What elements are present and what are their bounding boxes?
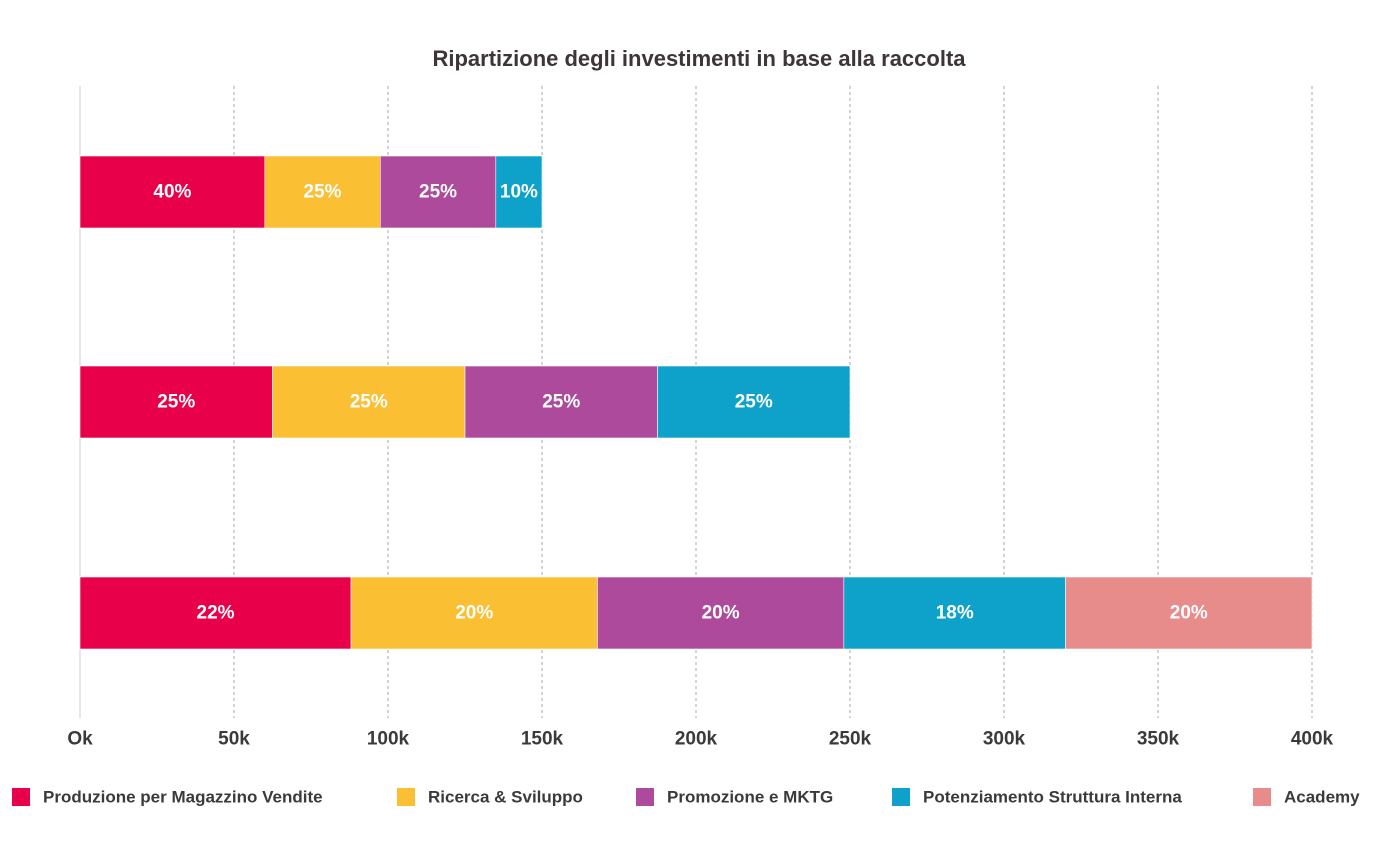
legend-label: Potenziamento Struttura Interna: [923, 788, 1182, 807]
legend-label: Academy: [1284, 788, 1360, 807]
segment-label: 25%: [542, 392, 580, 413]
segment-label: 25%: [735, 392, 773, 413]
bar-segment: [350, 576, 598, 650]
x-tick-label: 200k: [675, 729, 718, 750]
segment-label: 18%: [936, 603, 974, 624]
legend-label: Produzione per Magazzino Vendite: [43, 788, 323, 807]
x-tick-label: 300k: [983, 729, 1026, 750]
legend-item: Ricerca & Sviluppo: [397, 788, 583, 807]
segment-label: 20%: [702, 603, 740, 624]
legend-swatch: [397, 788, 415, 806]
bar-segment: [495, 155, 543, 229]
bar-segment: [597, 576, 845, 650]
bar-group: 22% 20% 20% 18% 20%: [79, 576, 1313, 650]
legend-label: Promozione e MKTG: [667, 788, 833, 807]
x-tick-label: 350k: [1137, 729, 1180, 750]
segment-label: 25%: [157, 392, 195, 413]
x-tick-label: 150k: [521, 729, 564, 750]
legend-swatch: [12, 788, 30, 806]
legend-item: Potenziamento Struttura Interna: [892, 788, 1182, 807]
bars: 40% 25% 25% 10% 25% 25% 25% 25% 22% 20% 20% 18% 20%: [79, 155, 1313, 650]
x-tick-label: 100k: [367, 729, 410, 750]
segment-label: 20%: [455, 603, 493, 624]
segment-label: 25%: [304, 182, 342, 203]
legend-label: Ricerca & Sviluppo: [428, 788, 583, 807]
legend-item: Academy: [1253, 788, 1360, 807]
legend-swatch: [892, 788, 910, 806]
x-axis-tick-labels: Ok 50k 100k 150k 200k 250k 300k 350k 400k: [67, 729, 1333, 750]
x-tick-label: 250k: [829, 729, 872, 750]
bar-segment: [657, 365, 851, 439]
legend-item: Produzione per Magazzino Vendite: [12, 788, 323, 807]
chart-title: Ripartizione degli investimenti in base …: [432, 46, 966, 71]
segment-label: 40%: [153, 182, 191, 203]
legend: Produzione per Magazzino Vendite Ricerca …: [12, 788, 1360, 807]
bar-segment: [379, 155, 497, 229]
bar-segment: [79, 576, 352, 650]
x-tick-label: 400k: [1291, 729, 1334, 750]
legend-swatch: [636, 788, 654, 806]
bar-group: 25% 25% 25% 25%: [79, 365, 851, 439]
x-tick-label: 50k: [218, 729, 250, 750]
legend-item: Promozione e MKTG: [636, 788, 833, 807]
bar-segment: [1065, 576, 1313, 650]
segment-label: 20%: [1170, 603, 1208, 624]
segment-label: 25%: [350, 392, 388, 413]
bar-segment: [264, 155, 381, 229]
bar-group: 40% 25% 25% 10%: [79, 155, 543, 229]
bar-segment: [272, 365, 466, 439]
legend-swatch: [1253, 788, 1271, 806]
bar-segment: [79, 155, 266, 229]
bar-segment: [843, 576, 1066, 650]
x-tick-label: Ok: [67, 729, 93, 750]
segment-label: 25%: [419, 182, 457, 203]
segment-label: 10%: [500, 182, 538, 203]
segment-label: 22%: [197, 603, 235, 624]
